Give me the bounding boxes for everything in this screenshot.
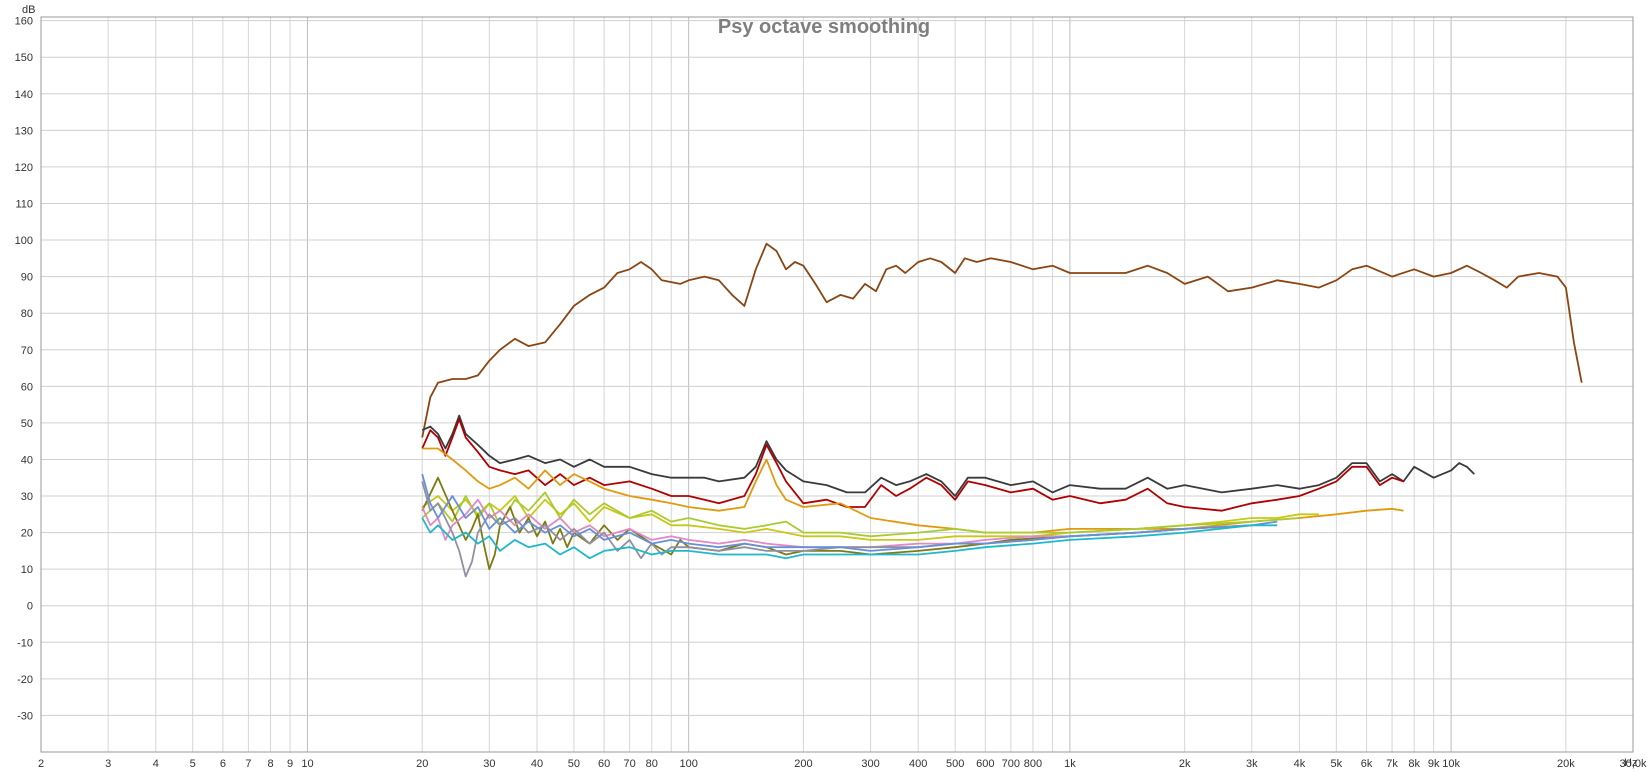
x-axis-unit-label: Hz	[1624, 757, 1637, 769]
x-tick-label: 200	[794, 758, 812, 770]
x-tick-label: 6k	[1361, 758, 1373, 770]
grid	[40, 17, 1634, 753]
series-line-4	[422, 447, 1404, 534]
x-tick-label: 3	[105, 758, 111, 770]
x-tick-label: 50	[568, 758, 580, 770]
y-tick-label: 10	[21, 564, 33, 576]
y-tick-label: -30	[17, 710, 33, 722]
x-tick-label: 300	[861, 758, 879, 770]
series-line-1	[421, 242, 1583, 438]
y-tick-label: 100	[15, 235, 33, 247]
x-tick-label: 5	[190, 758, 196, 770]
x-tick-label: 10k	[1442, 758, 1460, 770]
x-tick-label: 7k	[1386, 758, 1398, 770]
x-tick-label: 2k	[1179, 758, 1191, 770]
y-tick-label: 120	[15, 162, 33, 174]
x-tick-label: 8	[267, 758, 273, 770]
y-tick-label: 0	[27, 601, 33, 613]
series-line-8	[421, 498, 1252, 549]
x-tick-label: 4	[153, 758, 159, 770]
y-tick-label: 130	[15, 125, 33, 137]
y-tick-label: 20	[21, 528, 33, 540]
y-tick-label: -10	[17, 637, 33, 649]
x-tick-label: 9	[287, 758, 293, 770]
y-tick-label: 160	[15, 16, 33, 28]
x-tick-label: 80	[646, 758, 658, 770]
axes: 1601501401301201101009080706050403020100…	[15, 16, 1647, 770]
x-tick-label: 70	[624, 758, 636, 770]
y-tick-label: 110	[15, 198, 33, 210]
series-line-10	[421, 473, 1278, 552]
x-tick-label: 40	[531, 758, 543, 770]
y-tick-label: 80	[21, 308, 33, 320]
x-tick-label: 1k	[1064, 758, 1076, 770]
x-tick-label: 5k	[1331, 758, 1343, 770]
x-tick-label: 30	[483, 758, 495, 770]
x-tick-label: 500	[946, 758, 964, 770]
y-axis-unit-label: dB	[22, 4, 35, 16]
x-tick-label: 6	[220, 758, 226, 770]
x-tick-label: 100	[679, 758, 697, 770]
x-tick-label: 8k	[1408, 758, 1420, 770]
x-tick-label: 20	[416, 758, 428, 770]
x-tick-label: 20k	[1557, 758, 1575, 770]
y-tick-label: 70	[21, 345, 33, 357]
x-tick-label: 30,0k	[1620, 758, 1647, 770]
series-group	[421, 242, 1583, 578]
chart-title: Psy octave smoothing	[718, 16, 930, 38]
plot-frame	[40, 16, 1634, 753]
x-tick-label: 600	[976, 758, 994, 770]
y-tick-label: 40	[21, 454, 33, 466]
y-tick-label: 90	[21, 272, 33, 284]
x-tick-label: 400	[909, 758, 927, 770]
y-tick-label: 30	[21, 491, 33, 503]
x-tick-label: 3k	[1246, 758, 1258, 770]
x-tick-label: 4k	[1294, 758, 1306, 770]
x-tick-label: 700	[1002, 758, 1020, 770]
x-tick-label: 800	[1024, 758, 1042, 770]
x-tick-label: 2	[38, 758, 44, 770]
series-line-11	[421, 517, 1278, 560]
x-tick-label: 60	[598, 758, 610, 770]
y-tick-label: -20	[17, 674, 33, 686]
series-line-2	[421, 414, 1475, 497]
y-tick-label: 140	[15, 89, 33, 101]
y-tick-label: 60	[21, 381, 33, 393]
x-tick-label: 7	[245, 758, 251, 770]
series-line-7	[421, 476, 1185, 571]
y-tick-label: 50	[21, 418, 33, 430]
y-tick-label: 150	[15, 52, 33, 64]
x-tick-label: 9k	[1428, 758, 1440, 770]
x-tick-label: 10	[301, 758, 313, 770]
